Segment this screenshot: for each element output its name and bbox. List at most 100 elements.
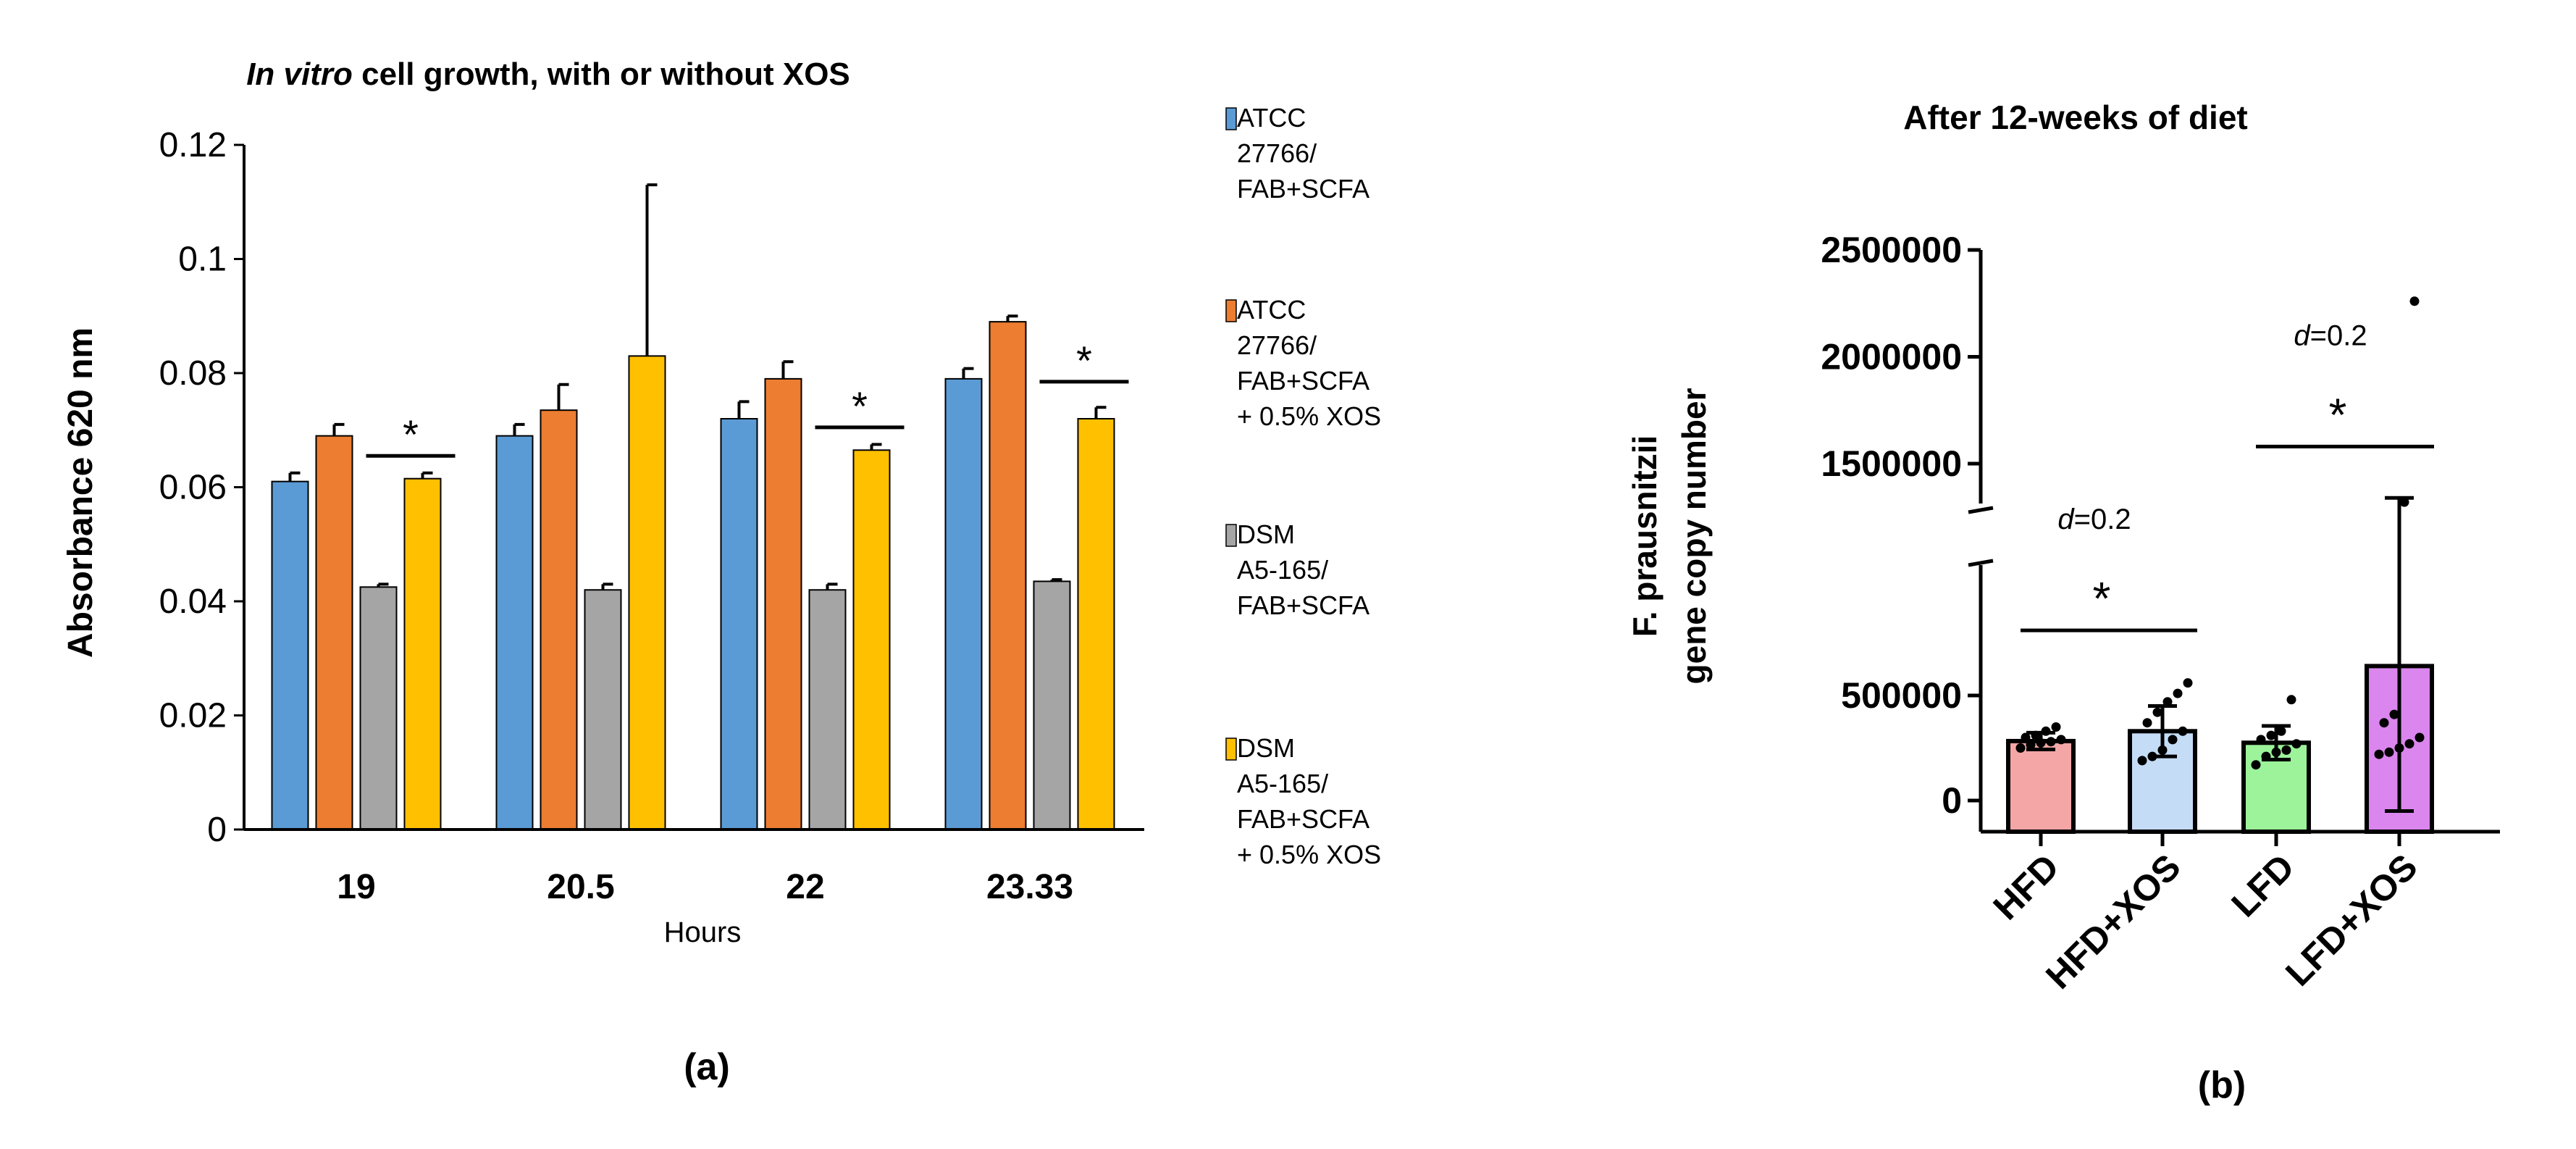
chart-b-data-point [2384, 747, 2394, 757]
chart-a-y-tick-label: 0.04 [159, 582, 227, 621]
chart-a: In vitro cell growth, with or without XO… [62, 57, 1381, 1088]
chart-b-data-point [2404, 739, 2415, 749]
chart-a-legend-label: ATCC [1237, 295, 1306, 325]
chart-b-effect-size-value: =0.2 [2310, 319, 2367, 351]
chart-b-significance-star: * [2093, 572, 2111, 624]
chart-a-legend-label: FAB+SCFA [1237, 590, 1369, 620]
chart-a-legend-label: FAB+SCFA [1237, 174, 1369, 204]
chart-a-legend-label: + 0.5% XOS [1237, 401, 1381, 431]
chart-a-legend-label: FAB+SCFA [1237, 804, 1369, 834]
chart-a-bar [271, 480, 309, 830]
chart-b-data-point [2026, 740, 2036, 750]
chart-a-bar [540, 409, 578, 830]
chart-a-legend-label: + 0.5% XOS [1237, 840, 1381, 869]
chart-b-y-tick-label: 500000 [1841, 675, 1962, 716]
chart-b-data-point [2399, 497, 2409, 507]
chart-a-x-tick-label: 20.5 [547, 868, 614, 906]
chart-b-data-point [2379, 718, 2389, 728]
chart-a-legend-label: FAB+SCFA [1237, 366, 1369, 396]
chart-a-legend: ATCC 27766/FAB+SCFA ATCC 27766/FAB+SCFA + 0.… [1225, 103, 1381, 869]
chart-b-data-point [2281, 745, 2291, 755]
chart-b-points [2015, 296, 2425, 770]
chart-b-data-point [2051, 722, 2061, 732]
chart-b-effect-size-symbol: d [2057, 504, 2075, 535]
chart-b-data-point [2374, 749, 2384, 759]
chart-b-y-axis-label-line1: F. prausnitzii [1626, 435, 1664, 638]
chart-a-error-bars [288, 183, 1107, 590]
chart-a-bar [808, 589, 847, 830]
chart-b-axis-break-mark-upper [1968, 506, 1994, 514]
chart-b-axis-break-mark-lower [1968, 559, 1994, 567]
chart-a-x-tick-label: 23.33 [986, 868, 1073, 906]
chart-a-legend-label: DSM [1237, 519, 1295, 549]
chart-a-x-tick-label: 22 [786, 868, 824, 906]
chart-b: After 12-weeks of diet F. prausnitzii ge… [1626, 99, 2500, 1106]
chart-a-y-tick-label: 0.02 [159, 697, 227, 735]
chart-b-data-point [2183, 678, 2193, 688]
chart-b-data-point [2162, 697, 2173, 707]
chart-b-data-point [2389, 709, 2399, 719]
chart-a-y-axis-label: Absorbance 620 nm [62, 327, 100, 658]
chart-b-data-point [2137, 756, 2147, 766]
chart-a-legend-swatch [1225, 107, 1237, 130]
chart-a-title-italic: In vitro [246, 57, 353, 92]
chart-b-x-tick-label: HFD [1986, 846, 2067, 927]
chart-b-data-point [2015, 743, 2026, 753]
chart-b-data-point [2409, 296, 2420, 306]
chart-b-bars [2006, 664, 2434, 835]
chart-a-significance-star: * [852, 383, 868, 429]
chart-a-bar [989, 321, 1027, 830]
panel-a-label: (a) [684, 1046, 730, 1088]
chart-a-bar [764, 377, 802, 830]
chart-a-title-rest: cell growth, with or without XOS [353, 57, 850, 92]
chart-a-significance-star: * [1076, 338, 1092, 383]
chart-b-data-point [2046, 737, 2056, 747]
chart-b-data-point [2021, 732, 2031, 743]
chart-b-x-tick-label: LFD [2223, 846, 2302, 924]
chart-b-effect-size-value: =0.2 [2074, 504, 2131, 535]
panel-b-label: (b) [2198, 1064, 2246, 1106]
chart-a-title: In vitro cell growth, with or without XO… [246, 57, 850, 92]
chart-b-significance-star: * [2329, 388, 2347, 440]
chart-b-bar [2006, 738, 2076, 834]
chart-b-y-axis-label-line2: gene copy number [1675, 388, 1713, 684]
chart-a-legend-label: A5-165/ [1237, 555, 1328, 585]
chart-a-x-axis-label: Hours [664, 916, 742, 948]
chart-b-effect-size: d=0.2 [2057, 504, 2131, 535]
chart-a-bar [852, 449, 891, 830]
chart-b-y-axis-ticks: 0 500000 1500000 2000000 2500000 [1821, 230, 1981, 821]
chart-a-bar [584, 589, 622, 830]
chart-b-x-tick-label: LFD+XOS [2278, 846, 2425, 994]
chart-a-bar [1077, 418, 1115, 830]
chart-b-y-tick-label: 2000000 [1821, 337, 1962, 377]
chart-b-title: After 12-weeks of diet [1903, 99, 2247, 136]
chart-b-data-point [2173, 688, 2183, 698]
chart-b-error-bars [2026, 496, 2414, 813]
chart-a-y-tick-label: 0.06 [159, 469, 227, 507]
chart-a-legend-label: DSM [1237, 733, 1295, 763]
chart-a-significance: * * * [366, 338, 1129, 458]
chart-a-bar [359, 586, 398, 830]
chart-b-annotations: *d=0.2*d=0.2 [2021, 319, 2434, 632]
chart-a-bar [720, 418, 758, 830]
chart-a-y-axis-ticks: 0 0.02 0.04 0.06 0.08 0.1 0.12 [159, 126, 244, 849]
chart-b-data-point [2152, 707, 2162, 717]
chart-b-y-tick-label: 1500000 [1821, 443, 1962, 484]
chart-a-x-axis-ticks: 19 20.5 22 23.33 [337, 868, 1073, 906]
chart-b-data-point [2178, 726, 2188, 736]
chart-b-data-point [2286, 695, 2296, 705]
chart-a-significance-star: * [403, 411, 419, 457]
chart-a-bar [315, 435, 353, 830]
chart-b-effect-size-symbol: d [2294, 319, 2311, 351]
chart-b-data-point [2142, 718, 2152, 728]
chart-b-y-tick-label: 0 [1942, 780, 1962, 821]
chart-a-x-tick-label: 19 [337, 868, 375, 906]
chart-a-bar [628, 355, 666, 830]
chart-b-data-point [2168, 735, 2178, 745]
chart-b-effect-size: d=0.2 [2294, 319, 2367, 351]
chart-a-legend-swatch [1225, 738, 1237, 761]
chart-b-data-point [2276, 726, 2286, 736]
chart-b-data-point [2266, 730, 2276, 740]
chart-b-data-point [2256, 735, 2266, 745]
chart-a-legend-swatch [1225, 299, 1237, 322]
